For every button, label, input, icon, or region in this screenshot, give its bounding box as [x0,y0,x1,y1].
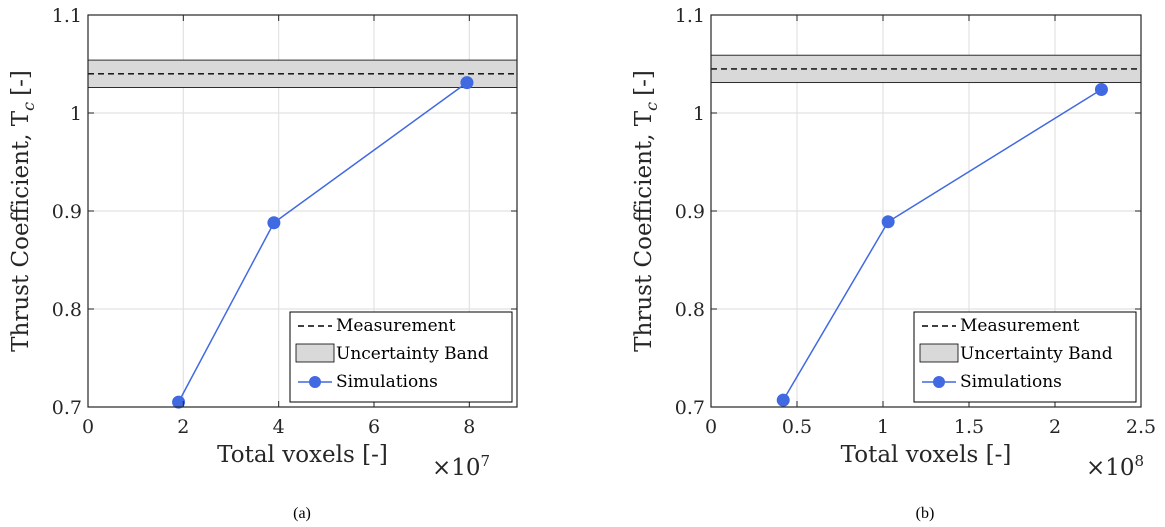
x-axis-multiplier: ×108 [1086,452,1144,481]
x-tick-label: 6 [368,416,380,438]
y-axis-label: Thrust Coefficient, Tc [-] [8,70,38,352]
simulations-point [881,215,895,229]
y-axis-label: Thrust Coefficient, Tc [-] [631,70,661,352]
figure-caption: (b) [916,505,935,522]
y-axis-label-unit: [-] [631,70,657,96]
legend-band-label: Uncertainty Band [336,344,489,364]
y-tick-label: 0.7 [675,397,705,419]
x-tick-label: 2 [177,416,189,438]
x-axis-multiplier: ×107 [432,452,490,481]
x-tick-label: 2 [1049,416,1061,438]
x-axis-multiplier-exponent: 8 [1135,452,1145,470]
y-tick-label: 0.8 [675,299,705,321]
y-tick-label: 1.1 [52,5,82,27]
x-tick-label: 4 [273,416,285,438]
x-tick-label: 8 [463,416,475,438]
x-tick-label: 1 [877,416,889,438]
y-axis-label-unit: [-] [8,70,34,96]
figure-caption: (a) [293,505,311,522]
y-tick-label: 1.1 [675,5,705,27]
simulations-point [267,216,281,230]
x-tick-label: 1.5 [954,416,984,438]
y-axis-label-text: Thrust Coefficient, T [631,110,657,352]
chart-b: 0 0.5 1 1.5 2 2.5 0.7 0.8 0.9 1 1.1 Total voxels [-… [631,5,1156,522]
chart-a: 0 2 4 6 8 0.7 0.8 0.9 1 1.1 Total voxels [-] ×107 Th… [8,5,518,522]
simulations-point [460,76,474,90]
legend-simulations-label: Simulations [960,372,1062,392]
y-tick-label: 0.9 [675,201,705,223]
y-axis-label-subscript: c [642,102,661,111]
legend-band-swatch [295,343,335,363]
legend-band-label: Uncertainty Band [960,344,1113,364]
legend-band-swatch [919,343,959,363]
y-tick-label: 1 [70,103,82,125]
legend-simulations-swatch-marker [933,376,945,388]
legend-measurement-label: Measurement [960,316,1080,336]
simulations-point [172,395,186,409]
y-tick-label: 0.7 [52,397,82,419]
legend-measurement-label: Measurement [336,316,456,336]
x-tick-label: 0 [82,416,94,438]
legend-simulations-label: Simulations [336,372,438,392]
x-axis-label: Total voxels [-] [841,442,1012,468]
x-axis-label: Total voxels [-] [217,442,388,468]
x-tick-label: 0 [705,416,717,438]
x-axis-multiplier-exponent: 7 [481,452,491,470]
simulations-point [776,393,790,407]
y-axis-label-subscript: c [19,102,38,111]
y-tick-label: 0.9 [52,201,82,223]
simulations-point [1094,82,1108,96]
x-tick-label: 2.5 [1126,416,1156,438]
y-tick-label: 0.8 [52,299,82,321]
y-axis-label-text: Thrust Coefficient, T [8,110,34,352]
legend-simulations-swatch-marker [309,376,321,388]
y-tick-label: 1 [693,103,705,125]
x-tick-label: 0.5 [782,416,812,438]
